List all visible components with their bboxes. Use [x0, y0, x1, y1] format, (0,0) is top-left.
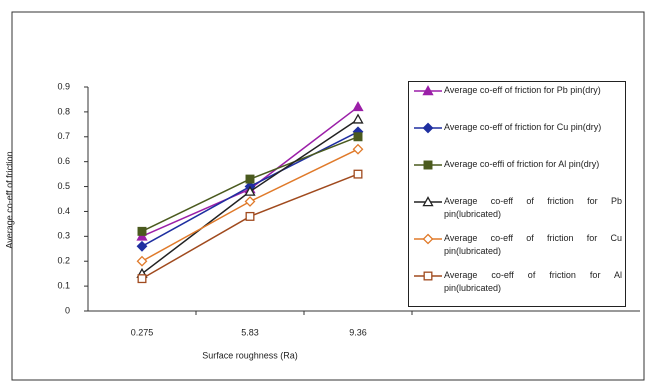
legend-label: Average co-eff of friction for Pb pin(lu…: [444, 196, 622, 219]
marker: [245, 174, 255, 184]
legend-swatch: [414, 160, 442, 170]
y-tick-label: 0.4: [57, 206, 70, 216]
marker: [136, 240, 148, 252]
y-tick-label: 0.3: [57, 231, 70, 241]
x-tick-label: 0.275: [131, 327, 154, 337]
marker: [423, 160, 433, 170]
y-tick-label: 0.7: [57, 131, 70, 141]
legend-entry: Average co-eff of friction for Al pin(lu…: [412, 269, 622, 306]
marker: [244, 185, 256, 196]
marker: [137, 274, 147, 284]
marker: [352, 113, 364, 124]
marker: [422, 233, 434, 245]
legend-swatch: [414, 85, 442, 96]
legend-swatch: [414, 122, 442, 134]
marker: [422, 196, 434, 207]
legend-entry: Average co-eff of friction for Cu pin(dr…: [412, 121, 622, 158]
legend-label: Average co-eff of friction for Pb pin(dr…: [444, 85, 601, 95]
x-axis-label: Surface roughness (Ra): [202, 350, 298, 360]
legend-label: Average co-eff of friction for Al pin(lu…: [444, 270, 622, 293]
marker: [137, 226, 147, 236]
y-tick-label: 0.8: [57, 106, 70, 116]
marker: [422, 85, 434, 96]
y-tick-label: 0.6: [57, 156, 70, 166]
legend-label: Average co-eff of friction for Cu pin(lu…: [444, 233, 622, 256]
y-axis-label: Average co-eff of friction: [4, 151, 14, 248]
legend-swatch: [414, 271, 442, 281]
legend-entry: Average co-effi of friction for Al pin(d…: [412, 158, 622, 195]
legend-swatch: [414, 233, 442, 245]
marker: [353, 169, 363, 179]
y-tick-label: 0.5: [57, 181, 70, 191]
y-tick-label: 0: [65, 305, 70, 315]
legend-label: Average co-effi of friction for Al pin(d…: [444, 159, 600, 169]
y-tick-label: 0.2: [57, 256, 70, 266]
y-tick-label: 0.9: [57, 81, 70, 91]
marker: [353, 132, 363, 142]
legend: Average co-eff of friction for Pb pin(dr…: [408, 81, 626, 307]
legend-entry: Average co-eff of friction for Pb pin(lu…: [412, 195, 622, 232]
marker: [136, 255, 148, 267]
x-tick-label: 9.36: [349, 327, 367, 337]
chart-border: [11, 11, 645, 381]
legend-entry: Average co-eff of friction for Pb pin(dr…: [412, 84, 622, 121]
marker: [244, 196, 256, 207]
marker: [136, 230, 148, 241]
legend-entry: Average co-eff of friction for Cu pin(lu…: [412, 232, 622, 269]
legend-label: Average co-eff of friction for Cu pin(dr…: [444, 122, 602, 132]
x-tick-label: 5.83: [241, 327, 259, 337]
y-tick-label: 0.1: [57, 280, 70, 290]
marker: [352, 143, 364, 155]
marker: [423, 271, 433, 281]
legend-swatch: [414, 196, 442, 207]
marker: [245, 211, 255, 221]
marker: [422, 122, 434, 134]
marker: [352, 101, 364, 112]
